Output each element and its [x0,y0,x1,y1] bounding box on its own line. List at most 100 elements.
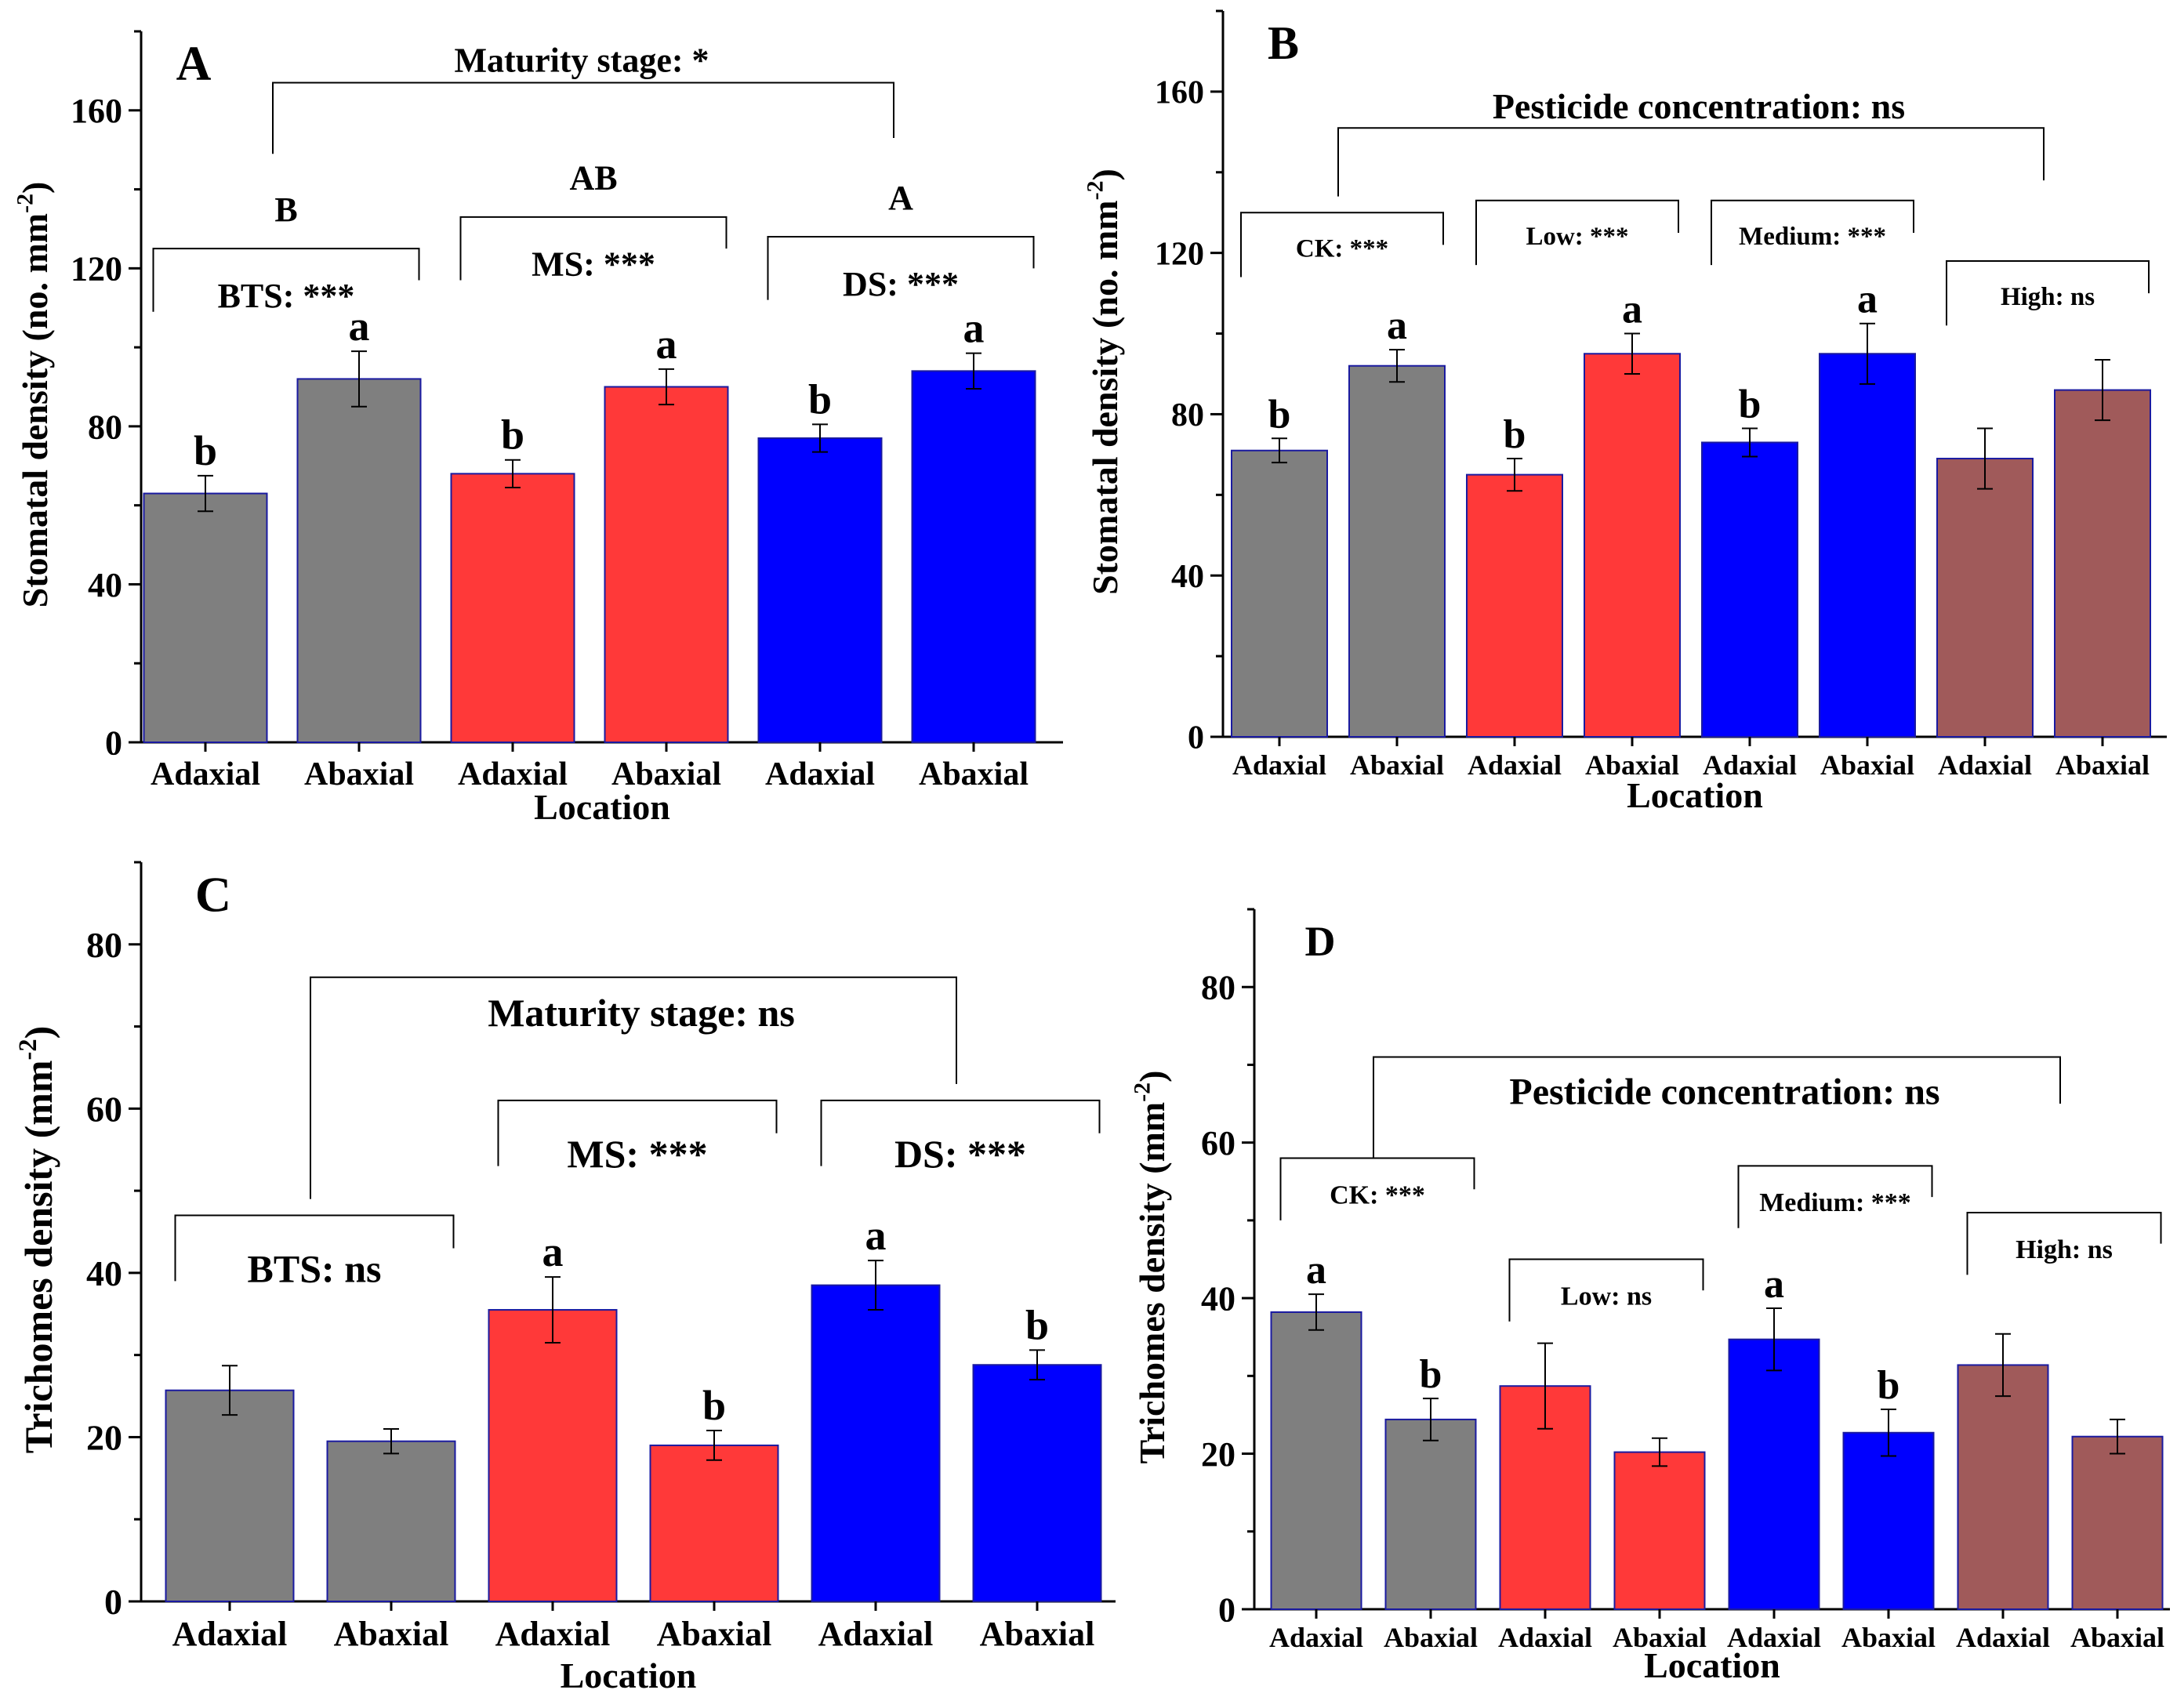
significance-letter: b [1878,1363,1900,1408]
error-bar-8 [2095,358,2110,422]
significance-letter: a [1622,288,1642,332]
error-bar-4 [1652,1437,1667,1467]
y-tick-label: 120 [71,250,122,288]
bar-4 [1584,353,1681,738]
bar-5 [1701,441,1798,738]
x-tick-label: Abaxial [611,756,721,792]
bar-1 [1231,449,1328,738]
error-bar-2 [1389,349,1405,383]
x-tick-label: Adaxial [172,1615,288,1653]
group-label: CK: *** [1296,234,1388,263]
y-axis-label-sup: -2 [1130,1082,1156,1102]
y-axis-label-close: ) [15,182,55,194]
group-label: Medium: *** [1759,1188,1911,1217]
overall-label: Pesticide concentration: ns [1509,1072,1939,1113]
x-tick-label: Abaxial [1820,749,1914,781]
bar-7 [1957,1364,2049,1611]
x-tick-label: Abaxial [334,1615,449,1653]
y-tick-label: 40 [86,1253,122,1293]
x-tick-label: Abaxial [304,756,414,792]
x-tick-label: Adaxial [765,756,875,792]
bar-7 [1936,458,2034,738]
error-bar-3 [1507,458,1522,492]
group-label: BTS: *** [218,277,355,315]
significance-letter: a [1857,277,1878,322]
error-bar-5 [1766,1307,1782,1372]
group-label: MS: *** [532,245,655,284]
overall-label: Maturity stage: ns [488,991,795,1035]
y-tick-label: 20 [86,1418,122,1458]
significance-letter: a [1387,303,1407,348]
bar-8 [2071,1435,2164,1611]
group-bracket [1279,1157,1475,1220]
error-bar-1 [198,474,213,513]
y-axis-label-sup: -2 [1083,180,1108,200]
group-label: High: ns [2001,283,2095,311]
error-bar-5 [812,423,828,453]
bar-4 [604,386,729,743]
error-bar-6 [1881,1408,1896,1457]
significance-letter: a [542,1228,564,1275]
y-tick-label: 0 [105,723,122,762]
bar-3 [488,1309,618,1603]
group-bracket [1240,212,1444,277]
y-axis-label: Trichomes density (mm-2) [14,1026,60,1454]
y-tick-label: 80 [1201,969,1235,1007]
y-tick-label: 40 [1201,1280,1235,1318]
bar-5 [811,1284,941,1603]
error-bar-7 [1977,427,1993,490]
x-tick-label: Adaxial [458,756,568,792]
x-tick-label: Abaxial [1613,1622,1707,1653]
significance-letter: b [1268,392,1291,437]
error-bar-4 [659,368,674,406]
x-tick-label: Abaxial [657,1615,772,1653]
y-tick-label: 60 [86,1089,122,1129]
bar-2 [1384,1418,1477,1611]
error-bar-3 [545,1276,561,1344]
group-bracket [1966,1211,2162,1275]
error-bar-1 [1272,437,1287,464]
group-label: Low: ns [1561,1282,1652,1311]
x-tick-label: Adaxial [151,756,260,792]
significance-letter: b [702,1382,726,1429]
y-axis-label-sup: -2 [14,1039,42,1060]
significance-letter: a [1306,1248,1326,1293]
error-bar-4 [1624,332,1640,375]
overall-label: Pesticide concentration: ns [1493,86,1905,126]
group-label: High: ns [2016,1235,2113,1264]
y-axis-label-close: ) [1132,1071,1172,1082]
y-axis-label: Stomatal density (no. mm-2) [13,182,55,608]
error-bar-5 [1742,427,1758,458]
group-bracket [497,1099,778,1166]
bar-6 [1819,353,1916,738]
significance-letter: b [1420,1352,1442,1397]
x-tick-label: Adaxial [495,1615,611,1653]
y-tick-label: 80 [88,408,122,446]
significance-letter: a [865,1212,887,1259]
error-bar-6 [966,352,981,390]
error-bar-6 [1029,1349,1045,1381]
overall-bracket [272,82,894,154]
y-axis-label-close: ) [1085,169,1125,180]
y-axis-label-main: Stomatal density (no. mm [1085,200,1125,594]
group-bracket [1711,199,1914,266]
group-bracket [820,1099,1101,1166]
x-axis-label: Location [534,787,670,827]
group-label: CK: *** [1330,1180,1425,1209]
x-axis-label: Location [1627,775,1763,815]
significance-letter: a [1764,1262,1784,1307]
x-tick-label: Abaxial [1384,1622,1478,1653]
overall-bracket [1337,127,2045,197]
chart-panel-c: 0 20 40 60 80 Trichomes density (mm-2) Adaxial… [14,861,1116,1695]
error-bar-4 [706,1430,722,1461]
group-label: Medium: *** [1739,223,1886,251]
error-bar-3 [1537,1342,1553,1430]
x-tick-label: Adaxial [1232,749,1326,781]
bar-4 [649,1444,779,1603]
significance-letter: b [1025,1301,1049,1348]
group-label: DS: *** [843,265,959,303]
group-bracket [1508,1258,1704,1322]
x-tick-label: Adaxial [1468,749,1562,781]
significance-letter: a [656,321,677,368]
